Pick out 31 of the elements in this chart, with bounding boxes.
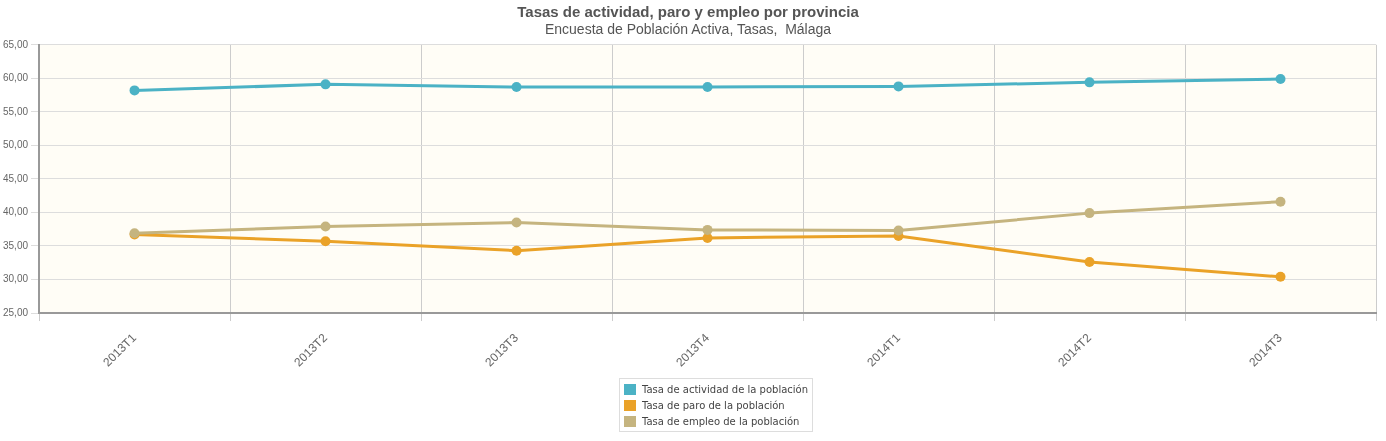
point [511, 82, 522, 93]
y-tick-label: 25,00 [2, 306, 29, 318]
point [702, 82, 713, 93]
y-tick-label: 50,00 [2, 139, 29, 151]
point [129, 85, 140, 96]
point [1275, 196, 1286, 207]
y-tick-label: 40,00 [2, 206, 29, 218]
y-tick-label: 35,00 [2, 239, 29, 251]
point [1084, 77, 1095, 88]
point [511, 217, 522, 228]
y-tick-label: 65,00 [2, 38, 29, 50]
y-tick-label: 45,00 [2, 172, 29, 184]
point [1275, 271, 1286, 282]
point [1084, 257, 1095, 268]
point [702, 224, 713, 235]
y-tick-label: 55,00 [2, 105, 29, 117]
y-tick-label: 60,00 [2, 72, 29, 84]
chart-subtitle: Encuesta de Población Activa, Tasas, Málaga [544, 21, 832, 38]
point [511, 245, 522, 256]
y-tick-label: 30,00 [2, 273, 29, 285]
legend-label: Tasa de paro de la población [642, 399, 785, 411]
point [893, 81, 904, 92]
point [320, 79, 331, 90]
point [320, 236, 331, 247]
point [320, 221, 331, 232]
legend-label: Tasa de actividad de la población [642, 383, 809, 395]
point [1084, 208, 1095, 219]
point [1275, 74, 1286, 84]
legend-label: Tasa de empleo de la población [642, 415, 800, 427]
chart-title: Tasas de actividad, paro y empleo por provincia [517, 3, 860, 21]
point [893, 225, 904, 236]
